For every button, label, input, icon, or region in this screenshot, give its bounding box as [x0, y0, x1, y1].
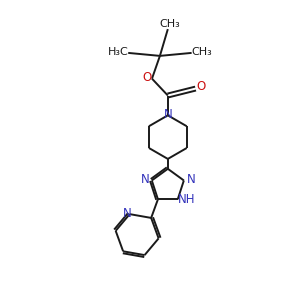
Text: N: N	[123, 207, 132, 220]
Text: H₃C: H₃C	[108, 47, 129, 57]
Text: CH₃: CH₃	[159, 19, 180, 29]
Text: NH: NH	[178, 193, 195, 206]
Text: N: N	[140, 173, 149, 186]
Text: O: O	[142, 71, 152, 84]
Text: N: N	[186, 173, 195, 186]
Text: CH₃: CH₃	[191, 47, 212, 57]
Text: O: O	[196, 80, 205, 93]
Text: N: N	[164, 108, 172, 121]
